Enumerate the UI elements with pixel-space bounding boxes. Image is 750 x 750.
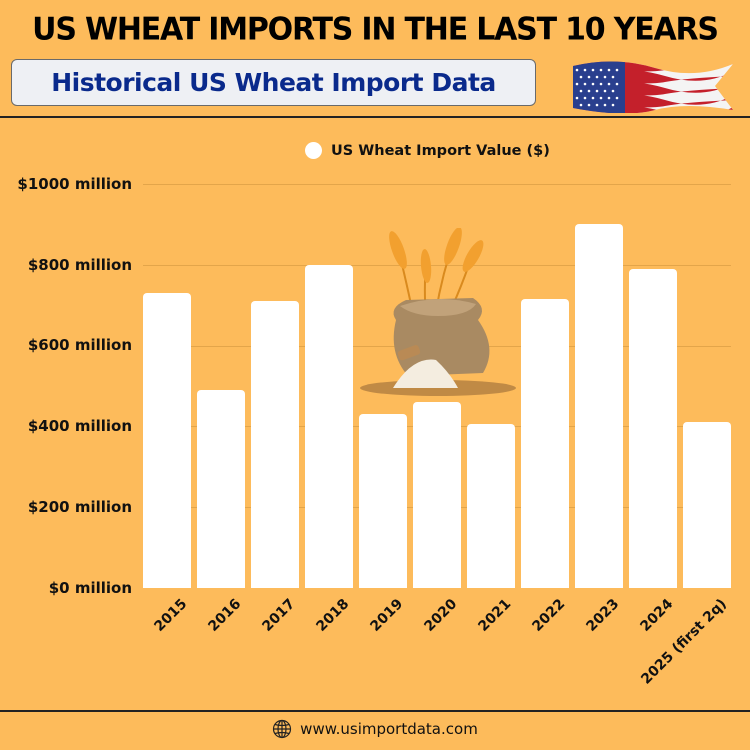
subtitle: Historical US Wheat Import Data [51, 68, 496, 97]
bar-2018 [305, 264, 353, 588]
website-link[interactable]: www.usimportdata.com [300, 720, 478, 738]
bar-2019 [359, 414, 407, 588]
x-tick-label: 2019 [367, 596, 407, 635]
x-tick-label: 2024 [637, 596, 677, 635]
y-tick-0: $0 million [48, 579, 132, 597]
bar-2025 [683, 422, 731, 588]
bar-2016 [197, 390, 245, 588]
x-tick-label: 2015 [151, 596, 191, 635]
gridline [143, 184, 731, 185]
y-tick-800: $800 million [27, 256, 132, 274]
chart-legend: US Wheat Import Value ($) [305, 142, 550, 159]
x-tick-label: 2016 [205, 596, 245, 635]
us-flag-icon [573, 61, 733, 113]
bar-2022 [521, 299, 569, 588]
subtitle-box: Historical US Wheat Import Data [11, 59, 536, 106]
x-tick-label: 2021 [475, 596, 515, 635]
x-tick-label: 2022 [529, 596, 569, 635]
y-tick-400: $400 million [27, 417, 132, 435]
bar-2015 [143, 293, 191, 588]
footer: www.usimportdata.com [0, 719, 750, 739]
x-tick-label: 2018 [313, 596, 353, 635]
bar-2017 [251, 301, 299, 588]
wheat-sack-illustration [360, 228, 516, 396]
x-tick-label: 2020 [421, 596, 461, 635]
y-tick-600: $600 million [27, 336, 132, 354]
legend-label: US Wheat Import Value ($) [331, 142, 550, 159]
y-tick-1000: $1000 million [17, 175, 132, 193]
bar-2020 [413, 402, 461, 588]
globe-icon [273, 719, 292, 739]
header-divider [0, 116, 750, 118]
bar-2024 [629, 268, 677, 588]
gridline [143, 264, 731, 266]
bar-2023 [575, 224, 623, 588]
x-tick-label: 2017 [259, 596, 299, 635]
x-tick-label: 2023 [583, 596, 623, 635]
footer-divider [0, 710, 750, 712]
bar-2021 [467, 424, 515, 588]
page-title: US WHEAT IMPORTS IN THE LAST 10 YEARS [32, 11, 719, 48]
legend-swatch [305, 142, 322, 159]
y-tick-200: $200 million [27, 498, 132, 516]
